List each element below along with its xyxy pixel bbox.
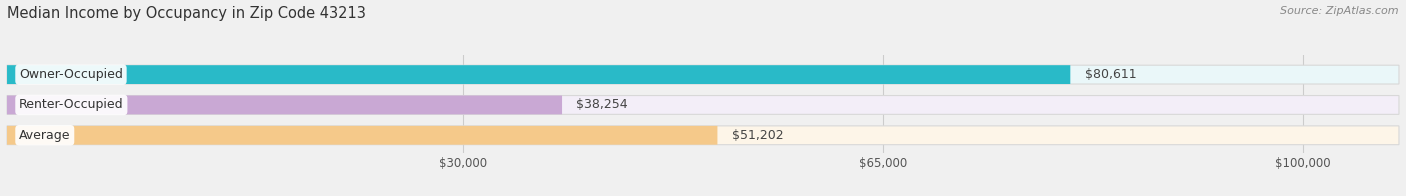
Text: $80,611: $80,611 bbox=[1084, 68, 1136, 81]
Text: Renter-Occupied: Renter-Occupied bbox=[20, 98, 124, 112]
Text: Median Income by Occupancy in Zip Code 43213: Median Income by Occupancy in Zip Code 4… bbox=[7, 6, 366, 21]
Text: Source: ZipAtlas.com: Source: ZipAtlas.com bbox=[1281, 6, 1399, 16]
Text: $51,202: $51,202 bbox=[731, 129, 783, 142]
FancyBboxPatch shape bbox=[7, 95, 562, 114]
Text: Average: Average bbox=[20, 129, 70, 142]
Text: $38,254: $38,254 bbox=[576, 98, 628, 112]
FancyBboxPatch shape bbox=[7, 65, 1070, 84]
FancyBboxPatch shape bbox=[7, 65, 1399, 84]
FancyBboxPatch shape bbox=[7, 95, 1399, 114]
FancyBboxPatch shape bbox=[7, 126, 717, 145]
FancyBboxPatch shape bbox=[7, 126, 1399, 145]
Text: Owner-Occupied: Owner-Occupied bbox=[20, 68, 122, 81]
